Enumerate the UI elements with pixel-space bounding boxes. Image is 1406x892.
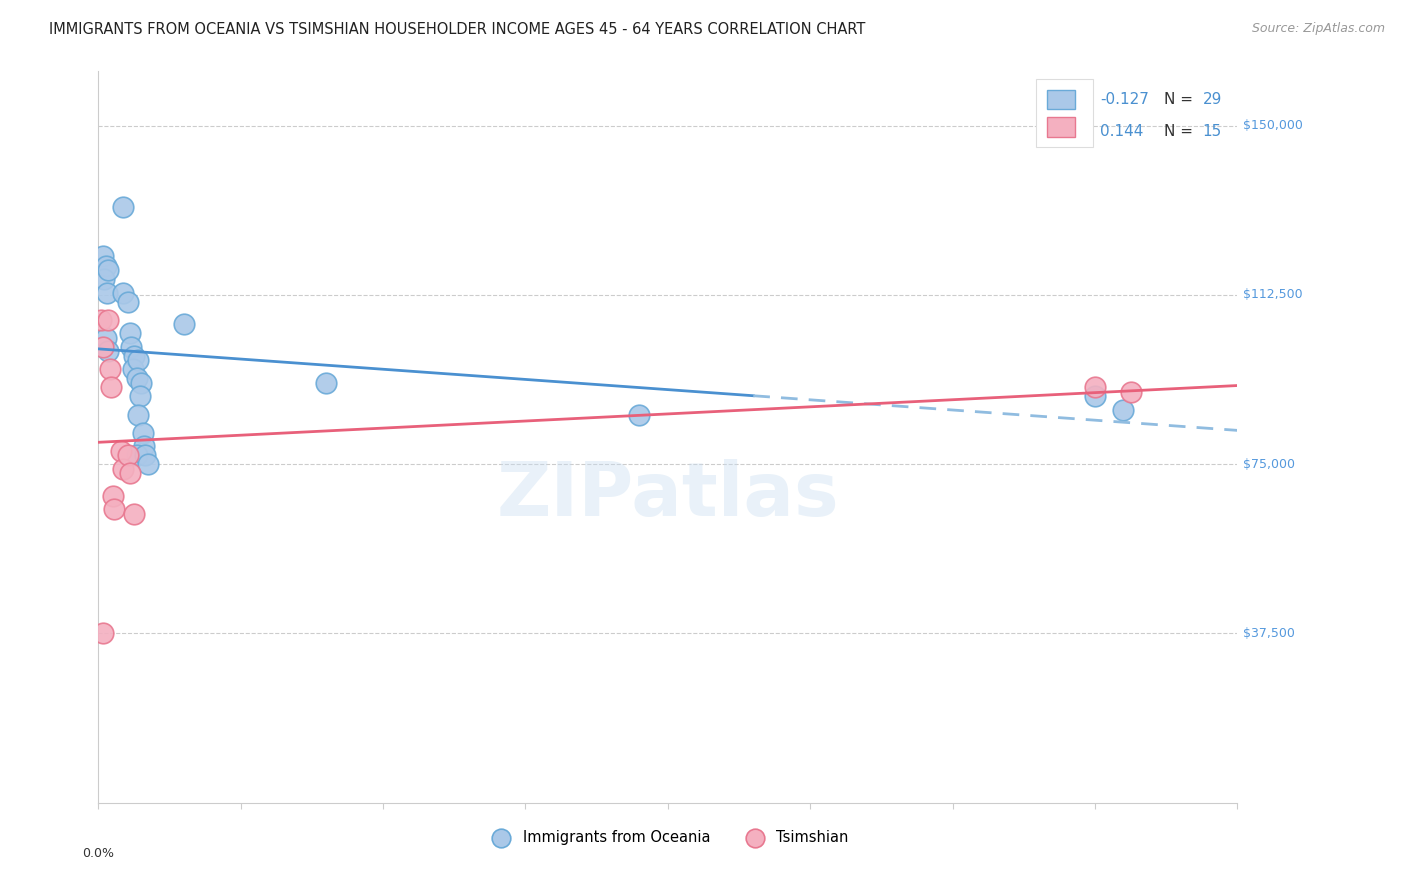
Point [110,443,132,458]
Point [122,507,145,521]
Text: $75,000: $75,000 [1243,458,1295,471]
Point [127,353,149,368]
Text: $37,500: $37,500 [1243,627,1295,640]
Point [1112,403,1135,417]
Point [98,362,121,376]
Point [125,448,148,462]
Text: 29: 29 [1202,93,1222,107]
Text: 15: 15 [1202,124,1222,139]
Point [111,285,134,300]
Point [103,502,125,516]
Point [173,317,195,331]
Point [117,448,139,462]
Text: IMMIGRANTS FROM OCEANIA VS TSIMSHIAN HOUSEHOLDER INCOME AGES 45 - 64 YEARS CORRE: IMMIGRANTS FROM OCEANIA VS TSIMSHIAN HOU… [49,22,866,37]
Point [111,461,134,475]
Text: N =: N = [1164,124,1198,139]
Point [111,200,134,214]
Point [131,425,153,440]
Point [117,294,139,309]
Text: $112,500: $112,500 [1243,288,1302,301]
Text: 0.144: 0.144 [1101,124,1143,139]
Point [94,259,117,273]
Point [132,439,155,453]
Text: 0.0%: 0.0% [83,847,114,860]
Point [100,380,122,394]
Point [128,389,150,403]
Point [120,340,142,354]
Point [125,371,148,385]
Point [91,626,114,640]
Point [1084,380,1107,394]
Point [1119,384,1142,399]
Point [134,448,156,462]
Point [1084,389,1107,403]
Point [118,466,141,480]
Point [90,312,112,326]
Text: $150,000: $150,000 [1243,119,1303,132]
Point [94,331,117,345]
Point [101,489,124,503]
Point [118,326,141,341]
Text: ZIPatlas: ZIPatlas [496,459,839,533]
Point [97,263,120,277]
Point [121,362,143,376]
Text: R =: R = [1053,124,1085,139]
Point [136,457,159,471]
Point [91,340,114,354]
Legend: Immigrants from Oceania, Tsimshian: Immigrants from Oceania, Tsimshian [481,823,855,850]
Point [96,285,118,300]
Point [93,272,115,286]
Point [129,376,152,390]
Point [315,376,337,390]
Text: R =: R = [1053,93,1085,107]
Point [91,250,114,264]
Point [628,408,651,422]
Point [122,349,145,363]
Text: Source: ZipAtlas.com: Source: ZipAtlas.com [1251,22,1385,36]
Point [97,312,120,326]
Point [127,408,149,422]
Point [97,344,120,359]
Text: -0.127: -0.127 [1101,93,1149,107]
Text: N =: N = [1164,93,1198,107]
